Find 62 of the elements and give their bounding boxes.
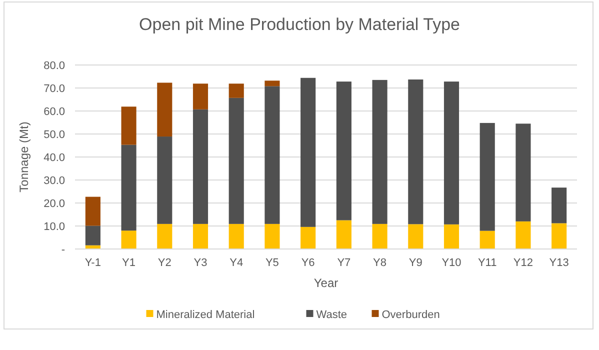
bar: [192, 109, 208, 224]
legend-label: Mineralized Material: [156, 308, 255, 321]
y-tick-label: 30.0: [44, 174, 65, 187]
bar: [264, 86, 280, 224]
legend-label: Overburden: [382, 308, 440, 321]
bar: [300, 226, 316, 249]
bar: [264, 80, 280, 86]
x-axis-title: Year: [314, 276, 338, 290]
bar: [444, 82, 460, 224]
bar: [516, 221, 531, 249]
bar: [444, 224, 460, 249]
bar: [372, 224, 388, 249]
bar: [552, 188, 567, 224]
bar: [480, 122, 495, 231]
x-tick-label: Y3: [194, 257, 208, 269]
x-tick-label: Y10: [442, 257, 462, 269]
bar: [85, 226, 100, 246]
y-tick-label: 80.0: [44, 60, 65, 72]
x-tick-label: Y4: [230, 257, 244, 269]
x-tick-label: Y12: [513, 257, 534, 269]
x-tick-label: Y5: [265, 257, 279, 269]
bar: [121, 106, 136, 145]
bar: [121, 230, 136, 249]
bar: [157, 136, 172, 224]
bar: [300, 78, 316, 227]
y-tick-label: 40.0: [44, 152, 65, 164]
bar: [228, 98, 244, 224]
bar: [264, 224, 280, 249]
bar: [408, 79, 424, 224]
x-tick-label: Y1: [122, 257, 136, 269]
bar: [85, 196, 100, 226]
bar: [336, 82, 352, 220]
y-tick-label: 50.0: [44, 128, 65, 141]
chart-title: Open pit Mine Production by Material Type: [139, 15, 460, 34]
bar: [372, 80, 388, 224]
y-tick-label: 60.0: [44, 106, 65, 118]
x-tick-label: Y11: [478, 257, 497, 269]
x-tick-label: Y-1: [84, 257, 101, 269]
x-tick-label: Y7: [337, 257, 351, 269]
y-tick-label: -: [61, 244, 66, 256]
y-tick-label: 70.0: [44, 82, 65, 95]
bar: [157, 224, 172, 249]
bar: [228, 84, 244, 98]
bar: [336, 220, 352, 249]
legend-label: Waste: [316, 308, 348, 321]
bar: [516, 124, 531, 222]
x-tick-label: Y9: [408, 257, 422, 269]
x-tick-label: Y8: [373, 257, 387, 269]
bar: [121, 144, 136, 231]
y-tick-label: 20.0: [44, 198, 65, 210]
x-tick-label: Y2: [158, 257, 172, 269]
bar: [480, 230, 495, 249]
bar: [408, 224, 424, 249]
x-tick-label: Y6: [301, 257, 315, 269]
bar: [192, 84, 208, 110]
bar: [157, 82, 172, 137]
bar: [228, 224, 244, 249]
bar: [192, 224, 208, 249]
y-tick-label: 10.0: [44, 220, 65, 233]
bar: [552, 223, 567, 249]
x-tick-label: Y13: [549, 257, 569, 269]
y-axis-title: Tonnage (Mt): [17, 122, 31, 192]
